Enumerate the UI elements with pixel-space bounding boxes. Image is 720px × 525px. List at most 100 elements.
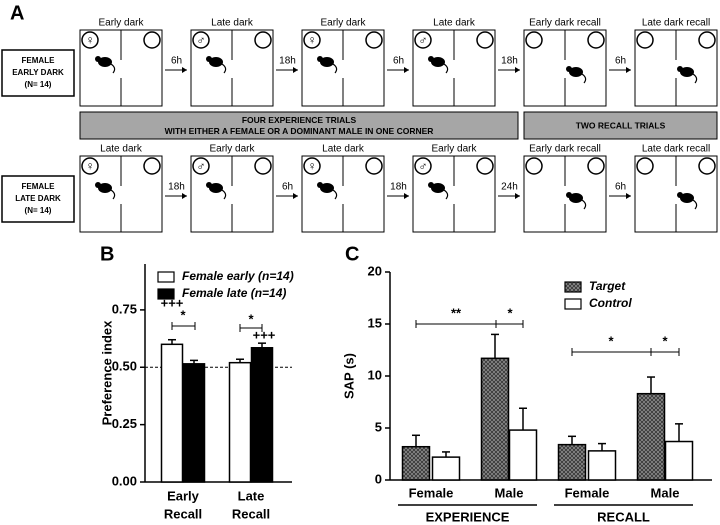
y-tick-label: 0 [375, 471, 382, 486]
stimulus-symbol: ♂ [197, 33, 206, 47]
legend-label: Female late (n=14) [182, 286, 286, 300]
corner [636, 31, 654, 49]
group-label: RECALL [597, 509, 650, 524]
trial-title: Late dark [433, 18, 476, 29]
annotation: * [662, 333, 668, 348]
group-label: (N= 14) [25, 206, 52, 215]
corner [81, 31, 99, 49]
arrow-head [404, 67, 409, 73]
stimulus-symbol: ♀ [308, 159, 317, 173]
corner [414, 157, 432, 175]
mouse-icon [98, 57, 112, 67]
mouse-icon [206, 56, 212, 62]
interval: 18h [279, 56, 296, 67]
y-tick-label: 0.50 [112, 359, 137, 374]
annotation: * [608, 333, 614, 348]
banner [79, 111, 519, 140]
arrow-head [293, 193, 298, 199]
y-tick-label: 0.00 [112, 473, 137, 488]
bar [636, 392, 666, 481]
legend-label: Female early (n=14) [182, 269, 294, 283]
mouse-icon [95, 182, 101, 188]
legend-swatch [157, 288, 175, 300]
annotation: +++ [161, 295, 184, 310]
y-tick-label: 0.75 [112, 301, 137, 316]
annotation: * [180, 307, 186, 322]
trial-title: Late dark [322, 144, 365, 155]
x-tick-label: Late [238, 488, 265, 503]
interval: 6h [615, 182, 626, 193]
corner [192, 31, 210, 49]
x-tick-label: Female [409, 485, 454, 500]
corner [365, 31, 383, 49]
mouse-icon [581, 199, 587, 210]
trial-title: Early dark [98, 18, 144, 29]
banner-text: WITH EITHER A FEMALE OR A DOMINANT MALE … [165, 126, 434, 136]
mouse-icon [332, 63, 338, 74]
group-label: LATE DARK [15, 194, 61, 203]
mouse-icon [566, 66, 572, 72]
corner [143, 31, 161, 49]
interval: 6h [615, 56, 626, 67]
annotation: +++ [253, 327, 276, 342]
trial-title: Early dark recall [529, 144, 601, 155]
trial-title: Early dark [431, 144, 477, 155]
corner [636, 157, 654, 175]
mouse-icon [317, 182, 323, 188]
stimulus-symbol: ♀ [86, 33, 95, 47]
trial-title: Late dark recall [642, 18, 710, 29]
corner [525, 157, 543, 175]
mouse-icon [209, 183, 223, 193]
legend-swatch [564, 298, 582, 310]
trial-title: Late dark recall [642, 144, 710, 155]
x-tick-label: Recall [164, 506, 202, 521]
arrow-head [515, 67, 520, 73]
stimulus-symbol: ♀ [308, 33, 317, 47]
mouse-icon [443, 189, 449, 200]
trial-title: Early dark [320, 18, 366, 29]
x-tick-label: Recall [232, 506, 270, 521]
interval: 6h [282, 182, 293, 193]
bar [664, 440, 694, 481]
stimulus-symbol: ♀ [86, 159, 95, 173]
corner [698, 31, 716, 49]
bar [431, 456, 461, 481]
interval: 24h [501, 182, 518, 193]
y-tick-label: 15 [368, 315, 382, 330]
mouse-icon [221, 63, 227, 74]
mouse-icon [431, 57, 445, 67]
x-tick-label: Male [495, 485, 524, 500]
interval: 18h [390, 182, 407, 193]
bar [557, 443, 587, 481]
corner [365, 157, 383, 175]
legend-swatch [564, 281, 582, 293]
corner [254, 157, 272, 175]
y-axis-label: SAP (s) [341, 353, 356, 399]
legend-swatch [157, 271, 175, 283]
panel-label: B [100, 243, 114, 265]
y-axis-label: Preference index [99, 320, 114, 426]
group-box [1, 175, 75, 223]
group-label: (N= 14) [25, 80, 52, 89]
group-label: EXPERIENCE [426, 509, 510, 524]
y-tick-label: 5 [375, 419, 382, 434]
mouse-icon [569, 67, 583, 77]
corner [525, 31, 543, 49]
bar [587, 450, 617, 481]
mouse-icon [95, 56, 101, 62]
mouse-icon [221, 189, 227, 200]
annotation: * [248, 311, 254, 326]
x-tick-label: Male [651, 485, 680, 500]
mouse-icon [209, 57, 223, 67]
mouse-icon [569, 193, 583, 203]
mouse-icon [581, 73, 587, 84]
mouse-icon [680, 67, 694, 77]
bar [508, 429, 538, 481]
mouse-icon [680, 193, 694, 203]
interval: 6h [171, 56, 182, 67]
interval: 6h [393, 56, 404, 67]
y-tick-label: 20 [368, 263, 382, 278]
arrow-head [182, 67, 187, 73]
mouse-icon [206, 182, 212, 188]
